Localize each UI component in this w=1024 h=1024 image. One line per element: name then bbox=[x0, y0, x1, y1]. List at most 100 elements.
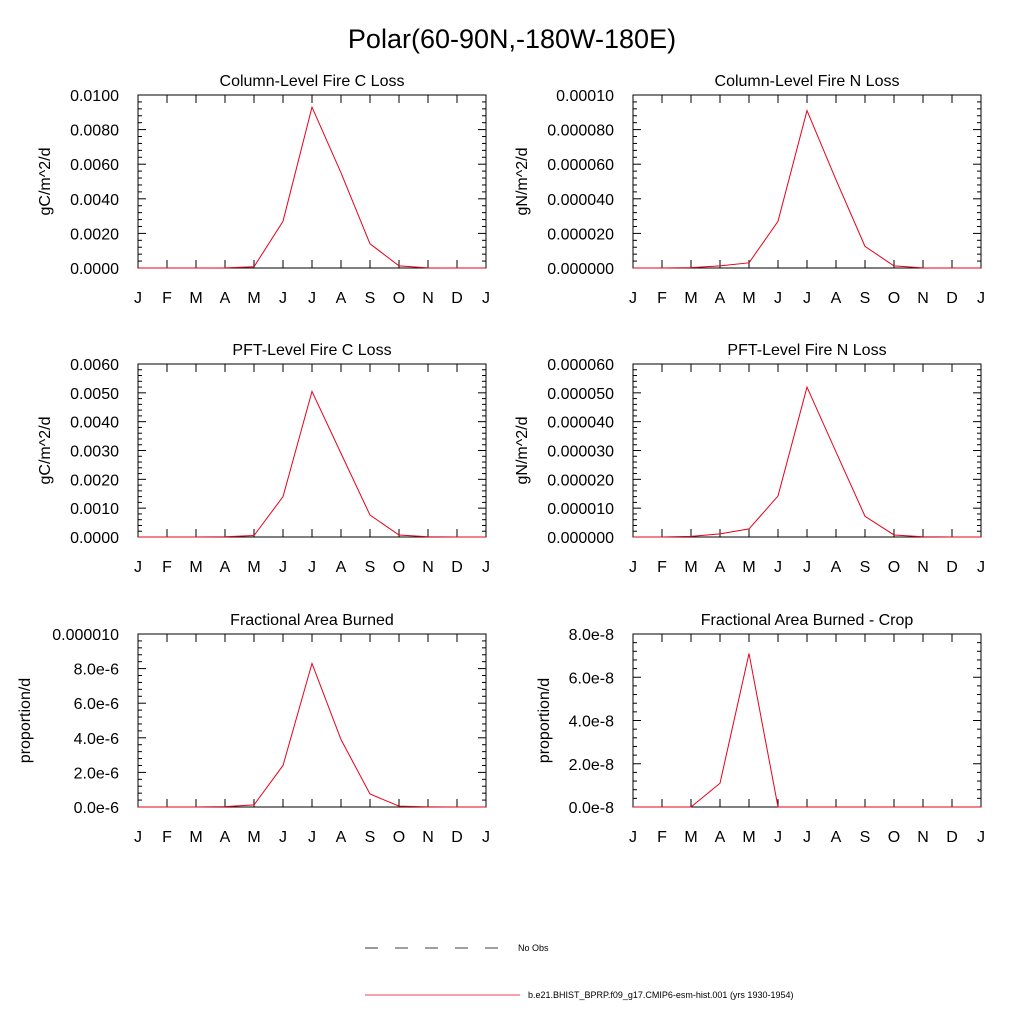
series-line bbox=[138, 105, 486, 269]
x-tick-label: M bbox=[247, 290, 260, 307]
x-tick-label: J bbox=[977, 829, 985, 846]
x-tick-label: A bbox=[336, 829, 347, 846]
series-line bbox=[633, 653, 981, 808]
x-tick-label: J bbox=[629, 829, 637, 846]
x-tick-label: D bbox=[946, 559, 958, 576]
x-tick-label: S bbox=[365, 559, 376, 576]
x-tick-label: J bbox=[803, 559, 811, 576]
y-tick-label: 6.0e-6 bbox=[74, 696, 119, 713]
y-tick-label: 0.0040 bbox=[70, 192, 119, 209]
chart-panel: PFT-Level Fire N Loss gN/m^2/d 0.000000 0.0… bbox=[514, 342, 985, 576]
x-tick-label: N bbox=[917, 290, 929, 307]
chart-panel: PFT-Level Fire C Loss gC/m^2/d 0.0000 0.001… bbox=[37, 342, 490, 576]
x-tick-label: A bbox=[715, 829, 726, 846]
x-tick-label: M bbox=[189, 559, 202, 576]
y-tick-label: 0.0060 bbox=[70, 357, 119, 374]
panels: Column-Level Fire C Loss gC/m^2/d 0.0000 0.… bbox=[17, 73, 985, 846]
x-tick-label: F bbox=[162, 559, 172, 576]
x-tick-label: J bbox=[629, 559, 637, 576]
y-axis-label: gC/m^2/d bbox=[37, 148, 54, 216]
chart-title: Column-Level Fire C Loss bbox=[220, 73, 405, 90]
x-tick-label: J bbox=[774, 290, 782, 307]
x-tick-label: J bbox=[134, 829, 142, 846]
y-tick-label: 0.0080 bbox=[70, 123, 119, 140]
chart-panel: Column-Level Fire C Loss gC/m^2/d 0.0000 0.… bbox=[37, 73, 490, 307]
y-tick-label: 0.000040 bbox=[547, 415, 614, 432]
x-tick-label: D bbox=[451, 290, 463, 307]
y-tick-label: 4.0e-8 bbox=[569, 714, 614, 731]
y-tick-label: 6.0e-8 bbox=[569, 670, 614, 687]
y-axis-label: gN/m^2/d bbox=[514, 417, 531, 485]
y-tick-label: 8.0e-6 bbox=[74, 662, 119, 679]
y-axis-label: gN/m^2/d bbox=[514, 148, 531, 216]
y-tick-label: 0.000020 bbox=[547, 226, 614, 243]
plot-frame bbox=[632, 633, 982, 808]
y-tick-label: 0.0e-8 bbox=[569, 800, 614, 817]
x-tick-label: M bbox=[742, 559, 755, 576]
y-tick-label: 0.000000 bbox=[547, 261, 614, 278]
y-tick-label: 0.0060 bbox=[70, 157, 119, 174]
chart-title: Fractional Area Burned - Crop bbox=[701, 612, 914, 629]
y-tick-label: 0.000000 bbox=[547, 530, 614, 547]
y-tick-label: 0.000020 bbox=[547, 472, 614, 489]
chart-title: PFT-Level Fire N Loss bbox=[727, 342, 886, 359]
x-tick-label: F bbox=[162, 290, 172, 307]
x-tick-label: N bbox=[422, 290, 434, 307]
x-tick-label: N bbox=[422, 829, 434, 846]
x-tick-label: A bbox=[831, 829, 842, 846]
x-tick-label: J bbox=[308, 290, 316, 307]
x-tick-label: D bbox=[946, 829, 958, 846]
x-tick-label: S bbox=[365, 290, 376, 307]
y-tick-label: 0.00010 bbox=[556, 88, 614, 105]
x-tick-label: J bbox=[774, 829, 782, 846]
chart-title: Fractional Area Burned bbox=[230, 612, 394, 629]
y-tick-label: 0.000010 bbox=[547, 501, 614, 518]
x-tick-label: S bbox=[860, 829, 871, 846]
legend-label-no-obs: No Obs bbox=[518, 943, 549, 953]
y-axis-label: proportion/d bbox=[17, 678, 34, 763]
y-tick-label: 0.0000 bbox=[70, 530, 119, 547]
x-tick-label: A bbox=[220, 829, 231, 846]
chart-title: PFT-Level Fire C Loss bbox=[232, 342, 391, 359]
x-tick-label: F bbox=[657, 559, 667, 576]
y-tick-label: 0.000050 bbox=[547, 386, 614, 403]
x-tick-label: M bbox=[684, 290, 697, 307]
x-tick-label: J bbox=[629, 290, 637, 307]
y-tick-label: 0.0020 bbox=[70, 472, 119, 489]
series-line bbox=[138, 661, 486, 808]
legend-label-model: b.e21.BHIST_BPRP.f09_g17.CMIP6-esm-hist.… bbox=[528, 990, 793, 1000]
x-tick-label: J bbox=[134, 290, 142, 307]
x-tick-label: O bbox=[393, 829, 405, 846]
y-axis-label: gC/m^2/d bbox=[37, 417, 54, 485]
x-tick-label: J bbox=[482, 829, 490, 846]
x-tick-label: N bbox=[917, 829, 929, 846]
y-tick-label: 4.0e-6 bbox=[74, 731, 119, 748]
x-tick-label: M bbox=[684, 829, 697, 846]
x-tick-label: M bbox=[247, 559, 260, 576]
y-tick-label: 0.0100 bbox=[70, 88, 119, 105]
x-tick-label: O bbox=[393, 290, 405, 307]
figure-title: Polar(60-90N,-180W-180E) bbox=[348, 24, 676, 54]
y-axis-label: proportion/d bbox=[536, 678, 553, 763]
x-tick-label: A bbox=[220, 559, 231, 576]
x-tick-label: O bbox=[888, 290, 900, 307]
x-tick-label: J bbox=[774, 559, 782, 576]
plot-frame bbox=[137, 363, 487, 538]
x-tick-label: A bbox=[715, 559, 726, 576]
chart-panel: Fractional Area Burned - Crop proportion/… bbox=[536, 612, 985, 846]
x-tick-label: J bbox=[279, 559, 287, 576]
y-tick-label: 0.000010 bbox=[52, 627, 119, 644]
x-tick-label: J bbox=[977, 559, 985, 576]
x-tick-label: S bbox=[860, 290, 871, 307]
y-tick-label: 0.0000 bbox=[70, 261, 119, 278]
x-tick-label: S bbox=[365, 829, 376, 846]
plot-frame bbox=[632, 363, 982, 538]
x-tick-label: A bbox=[220, 290, 231, 307]
y-tick-label: 0.000030 bbox=[547, 444, 614, 461]
x-tick-label: J bbox=[803, 829, 811, 846]
series-line bbox=[633, 385, 981, 538]
x-tick-label: F bbox=[162, 829, 172, 846]
y-tick-label: 0.0010 bbox=[70, 501, 119, 518]
x-tick-label: N bbox=[917, 559, 929, 576]
plot-frame bbox=[137, 94, 487, 269]
